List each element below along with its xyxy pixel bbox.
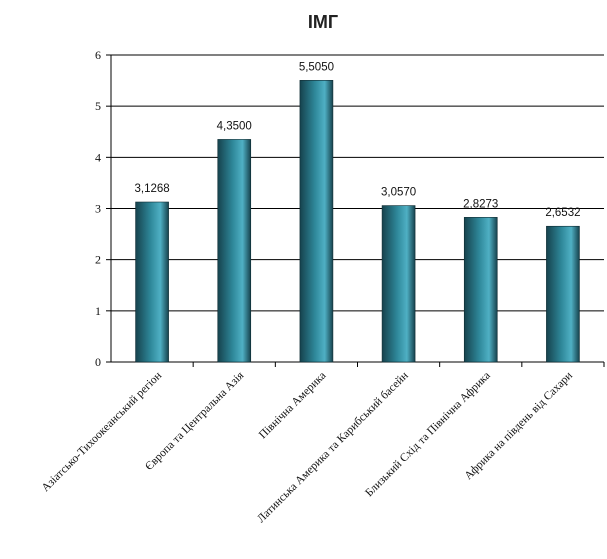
bar (217, 139, 252, 363)
bar (381, 205, 416, 363)
bar (546, 225, 580, 363)
bars (135, 80, 580, 363)
bar (463, 217, 498, 363)
x-tick-label: Азіатсько-Тихоокеанський регіон (40, 370, 165, 495)
y-tick-label: 4 (95, 150, 101, 164)
chart-title: ІМГ (308, 12, 338, 32)
bar (135, 201, 169, 363)
gridlines (111, 54, 604, 312)
data-label: 2,6532 (545, 207, 580, 219)
x-tick-label: Європа та Центральна Азія (143, 369, 247, 473)
x-tick-label: Північна Америка (257, 370, 329, 442)
data-label: 2,8273 (463, 198, 498, 210)
data-label: 3,1268 (134, 183, 169, 195)
y-tick-label: 5 (95, 99, 101, 113)
data-label: 4,3500 (217, 120, 252, 132)
data-label: 3,0570 (381, 187, 416, 199)
y-tick-label: 1 (95, 304, 101, 318)
data-label: 5,5050 (299, 61, 334, 73)
y-tick-label: 2 (95, 253, 101, 267)
y-tick-label: 0 (95, 355, 101, 369)
x-tick-label: Латинська Америка та Карибський басейн (255, 370, 411, 526)
data-labels: 3,1268 4,3500 5,5050 3,0570 2,8273 2,6532 (134, 61, 580, 219)
y-axis-ticks: 0 1 2 3 4 5 6 (95, 48, 111, 369)
y-tick-label: 3 (95, 202, 101, 216)
bar (299, 80, 334, 363)
y-tick-label: 6 (95, 48, 101, 62)
